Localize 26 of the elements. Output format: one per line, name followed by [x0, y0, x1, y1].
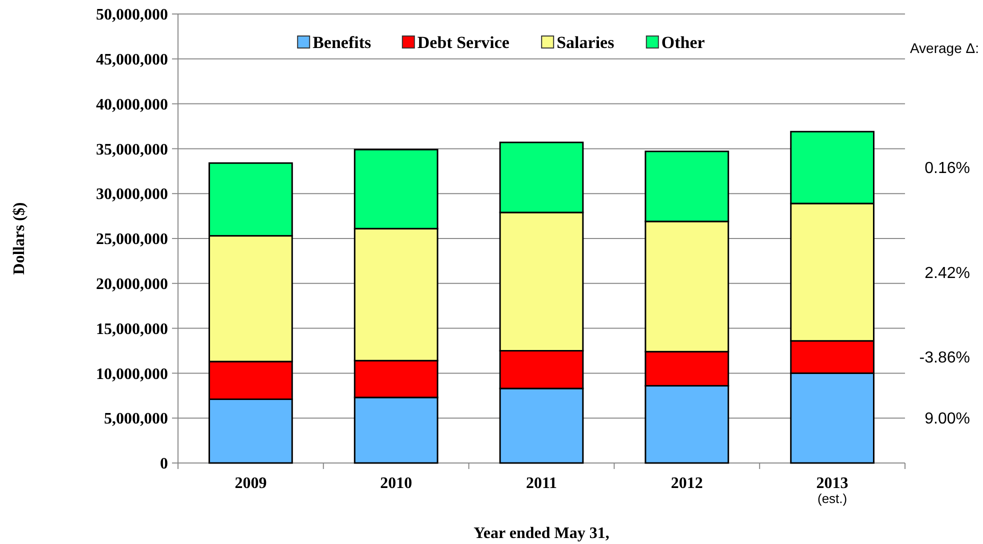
- text: 0.16%: [924, 160, 970, 178]
- text: Average Δ:: [910, 40, 979, 56]
- y-tick-label: 5,000,000: [104, 410, 168, 428]
- legend-label: Other: [661, 32, 706, 52]
- y-tick-label: 50,000,000: [96, 6, 168, 24]
- y-tick-label: 45,000,000: [96, 52, 168, 68]
- y-tick-label: 35,000,000: [96, 141, 168, 158]
- legend-label: Debt Service: [417, 32, 510, 52]
- x-tick-label: 2012: [670, 475, 703, 492]
- legend-label: Benefits: [312, 32, 372, 52]
- text: 2.42%: [924, 264, 970, 282]
- legend-label: Salaries: [556, 32, 615, 52]
- text: -3.86%: [919, 350, 970, 367]
- y-axis-title: Dollars ($): [11, 202, 28, 275]
- y-tick-label: 15,000,000: [96, 320, 168, 338]
- x-axis-title: Year ended May 31,: [474, 525, 610, 542]
- y-tick-label: 20,000,000: [96, 276, 168, 293]
- x-tick-label: 2009: [234, 475, 267, 492]
- y-tick-label: 40,000,000: [96, 96, 168, 114]
- y-tick-label: 0: [160, 456, 168, 473]
- y-tick-label: 10,000,000: [96, 366, 168, 383]
- x-tick-label: 2011: [526, 475, 558, 492]
- y-tick-label: 25,000,000: [96, 231, 168, 248]
- x-tick-label: 2010: [380, 475, 412, 492]
- text: 9.00%: [924, 410, 970, 428]
- y-tick-label: 30,000,000: [96, 186, 168, 204]
